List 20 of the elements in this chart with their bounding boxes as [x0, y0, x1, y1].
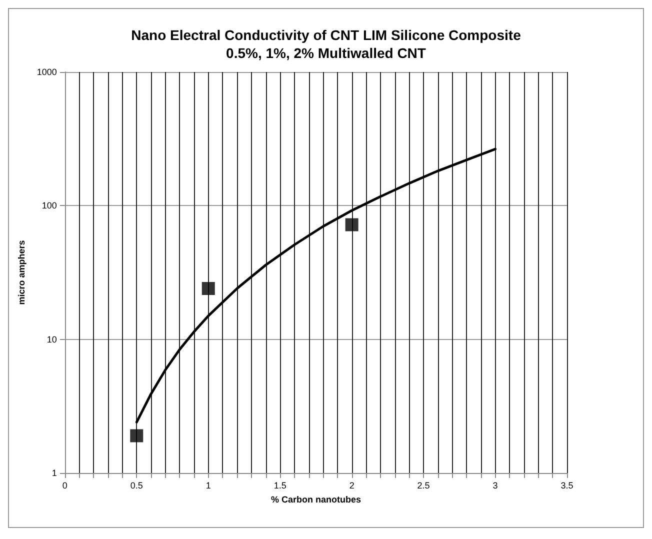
y-tick-label: 1 [52, 468, 57, 478]
x-tick-label: 2 [349, 480, 354, 490]
x-tick-label: 0.5 [130, 480, 143, 490]
x-tick-label: 2.5 [417, 480, 430, 490]
point [345, 218, 358, 232]
y-axis-title: micro amphers [16, 240, 26, 305]
x-tick-label: 3 [492, 480, 498, 490]
chart-subtitle: 0.5%, 1%, 2% Multiwalled CNT [226, 45, 426, 61]
y-tick-label: 100 [42, 200, 57, 211]
line-series [135, 148, 497, 424]
point [130, 429, 144, 442]
x-axis-title: % Carbon nanotubes [270, 494, 361, 504]
y-tick-label: 10 [46, 334, 57, 344]
point [202, 282, 215, 296]
x-tick-label: 0 [62, 480, 68, 490]
x-tick-label: 3.5 [560, 480, 574, 490]
x-tick-label: 1.5 [274, 480, 286, 490]
y-tick-label: 1000 [36, 67, 57, 77]
x-tick-label: 1 [206, 480, 211, 490]
chart-title: Nano Electral Conductivity of CNT LIM Silicone Composite [131, 27, 522, 43]
